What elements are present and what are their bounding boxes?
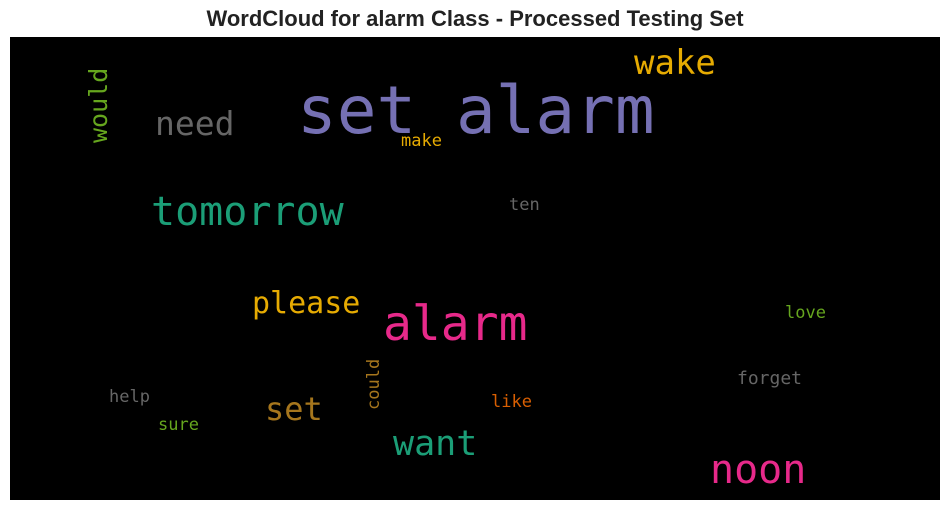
word-love: love [785, 303, 826, 323]
word-set: set [265, 390, 323, 428]
word-please: please [252, 286, 361, 321]
word-like: like [491, 392, 532, 412]
word-sure: sure [158, 415, 199, 435]
word-forget: forget [737, 368, 803, 389]
word-could: could [364, 358, 384, 410]
word-tomorrow: tomorrow [151, 189, 344, 235]
word-want: want [393, 424, 478, 464]
word-set-alarm: set alarm [297, 72, 655, 149]
page-title: WordCloud for alarm Class - Processed Te… [206, 6, 744, 31]
word-make: make [401, 131, 442, 151]
word-help: help [109, 387, 150, 407]
word-need: need [155, 104, 235, 143]
word-noon: noon [710, 447, 807, 493]
word-wake: wake [634, 43, 716, 83]
word-ten: ten [509, 195, 540, 215]
word-alarm: alarm [383, 296, 528, 352]
word-would: would [84, 67, 113, 143]
word-cloud-canvas: set alarm wake need would make tomorrow … [10, 37, 940, 500]
